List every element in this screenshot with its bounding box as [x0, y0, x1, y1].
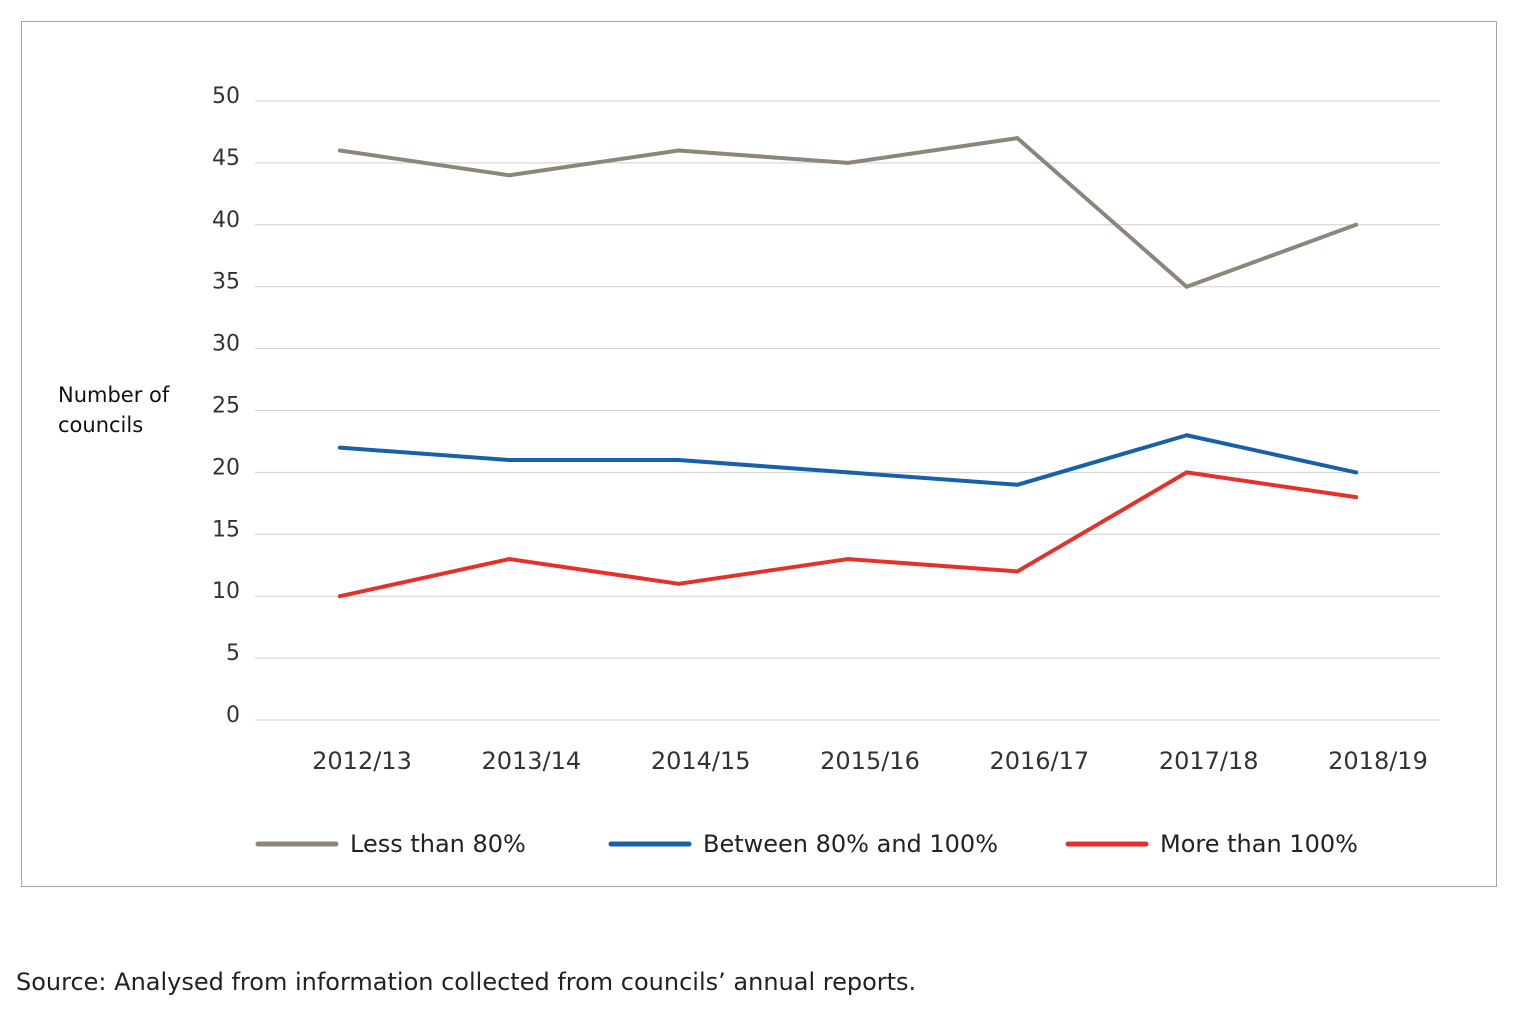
data-point	[1354, 470, 1358, 475]
data-point	[846, 470, 850, 475]
y-axis-label-line-1: Number of	[58, 383, 170, 407]
legend-label-0: Less than 80%	[350, 830, 526, 858]
legend: Less than 80% Between 80% and 100% More th…	[255, 830, 1358, 858]
y-axis-label: Number of councils	[58, 383, 170, 437]
data-point	[338, 594, 342, 599]
data-point	[507, 557, 512, 562]
legend-label-1: Between 80% and 100%	[703, 830, 998, 858]
data-point	[338, 148, 342, 153]
data-point	[676, 148, 681, 153]
data-point	[1015, 136, 1020, 141]
y-tick-label: 5	[226, 641, 240, 666]
y-tick-label: 10	[212, 579, 240, 604]
x-axis-ticks: 2012/13 2013/14 2014/15 2015/16 2016/17 2017/…	[312, 747, 1428, 775]
x-tick-label: 2014/15	[651, 747, 751, 775]
legend-label-2: More than 100%	[1160, 830, 1358, 858]
y-axis-ticks: 0 5 10 15 20 25 30 35 40 45 50	[212, 84, 240, 728]
data-point	[1184, 433, 1189, 438]
data-point	[1015, 569, 1020, 574]
chart-frame	[21, 21, 1497, 887]
data-point	[1354, 222, 1358, 227]
x-tick-label: 2015/16	[820, 747, 920, 775]
x-tick-label: 2017/18	[1159, 747, 1259, 775]
data-point	[507, 173, 512, 178]
y-axis-label-line-2: councils	[58, 413, 143, 437]
gridlines	[255, 100, 1440, 721]
y-tick-label: 35	[212, 270, 240, 295]
y-tick-label: 30	[212, 332, 240, 357]
y-tick-label: 25	[212, 394, 240, 419]
series-line-1	[338, 433, 1358, 487]
data-point	[507, 458, 512, 463]
data-point	[1184, 470, 1189, 475]
y-tick-label: 0	[226, 703, 240, 728]
x-tick-label: 2013/14	[481, 747, 581, 775]
y-tick-label: 15	[212, 517, 240, 542]
data-point	[846, 557, 850, 562]
y-tick-label: 20	[212, 455, 240, 480]
series-lines	[338, 136, 1358, 599]
data-point	[676, 458, 681, 463]
y-tick-label: 50	[212, 84, 240, 109]
data-point	[338, 445, 342, 450]
data-point	[846, 160, 850, 165]
x-tick-label: 2018/19	[1328, 747, 1428, 775]
x-tick-label: 2016/17	[989, 747, 1089, 775]
x-tick-label: 2012/13	[312, 747, 412, 775]
series-line-0	[338, 136, 1358, 289]
y-tick-label: 45	[212, 146, 240, 171]
data-point	[1015, 482, 1020, 487]
data-point	[1354, 495, 1358, 500]
data-point	[676, 581, 681, 586]
data-point	[1184, 284, 1189, 289]
line-chart: 0 5 10 15 20 25 30 35 40 45 50 2012/13 2013/14 2014/…	[58, 84, 1440, 858]
source-note: Source: Analysed from information collec…	[16, 968, 917, 996]
y-tick-label: 40	[212, 208, 240, 233]
